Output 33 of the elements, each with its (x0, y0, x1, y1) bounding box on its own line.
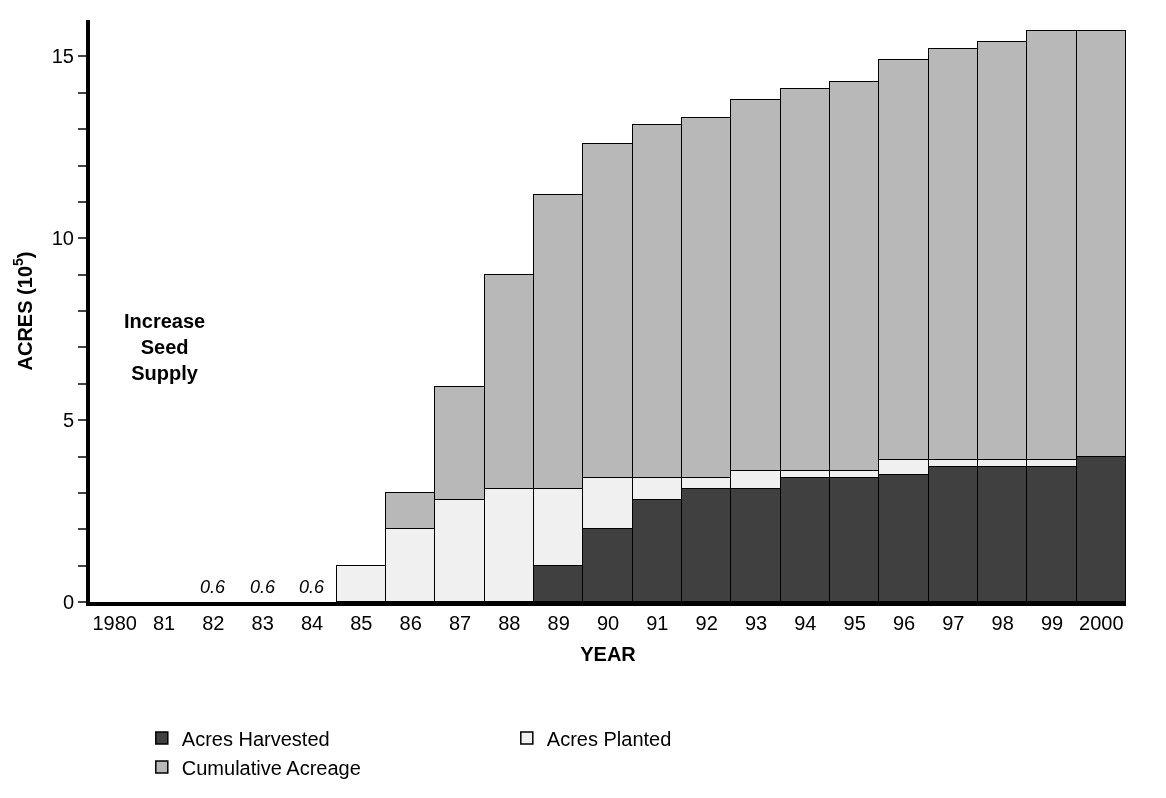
y-tick-label: 15 (51, 45, 74, 68)
x-tick-label: 1980 (92, 612, 137, 634)
x-tick-label: 82 (202, 612, 225, 634)
x-tick-label: 83 (251, 612, 274, 634)
x-tick-label: 89 (547, 612, 570, 634)
annotation: Increase Seed Supply (124, 310, 206, 384)
x-tick-label: 87 (448, 612, 472, 634)
x-tick-label: 90 (596, 612, 620, 634)
y-tick-label: 5 (62, 409, 74, 432)
legend-label: Cumulative Acreage (181, 756, 361, 779)
x-tick-label: 91 (646, 612, 669, 634)
annotation: 0.6 (200, 577, 227, 597)
x-axis-title: YEAR (580, 643, 637, 665)
x-tick-label: 98 (991, 612, 1014, 634)
x-tick-label: 86 (399, 612, 422, 634)
x-tick-label: 84 (300, 612, 324, 634)
x-tick-label: 2000 (1079, 612, 1124, 634)
x-tick-label: 88 (498, 612, 521, 634)
x-tick-label: 93 (744, 612, 768, 634)
annotation: 0.6 (250, 577, 277, 597)
x-tick-label: 97 (942, 612, 965, 634)
x-tick-label: 85 (350, 612, 373, 634)
x-tick-label: 99 (1040, 612, 1064, 634)
x-tick-label: 81 (152, 612, 176, 634)
y-tick-label: 0 (62, 591, 74, 613)
y-tick-label: 10 (51, 227, 74, 250)
legend-label: Acres Planted (546, 727, 672, 750)
x-tick-label: 94 (794, 612, 817, 634)
legend-label: Acres Harvested (181, 727, 330, 750)
x-tick-label: 96 (892, 612, 916, 634)
x-tick-label: 95 (843, 612, 866, 634)
x-tick-label: 92 (695, 612, 718, 634)
annotation: 0.6 (299, 577, 326, 597)
